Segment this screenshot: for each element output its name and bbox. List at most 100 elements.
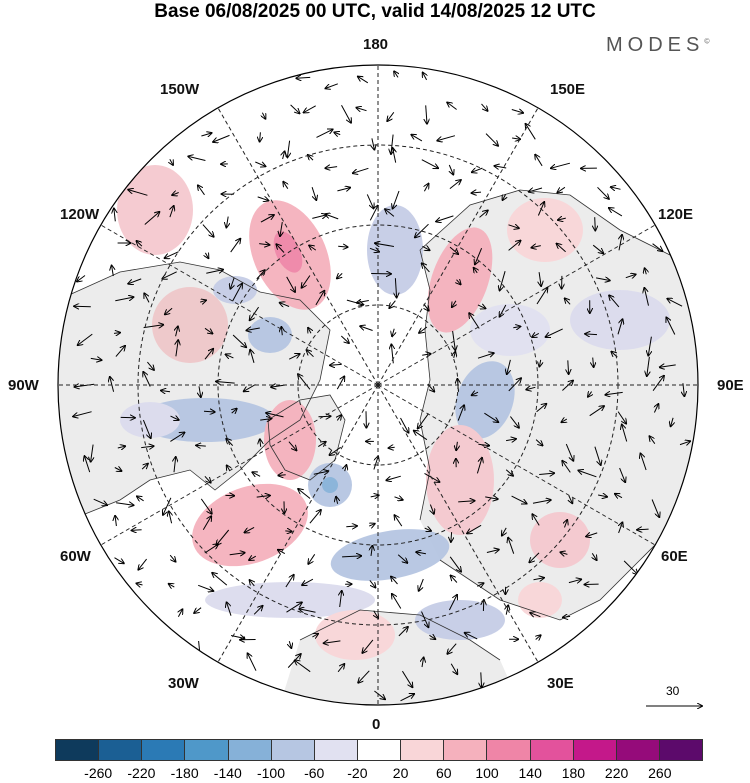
wind-vector [374, 690, 385, 699]
wind-vector [478, 444, 489, 445]
polar-map[interactable] [0, 0, 750, 730]
meridian-line [377, 107, 539, 386]
wind-vector [472, 192, 482, 193]
wind-vector [660, 365, 676, 367]
lon-label-0: 0 [372, 716, 381, 733]
colorbar-tick-label: -180 [170, 765, 199, 781]
wind-vector [585, 334, 598, 335]
colorbar-tick-label: 180 [561, 765, 586, 781]
wind-vector [226, 216, 228, 228]
wind-vector [477, 353, 494, 359]
wind-vector [510, 416, 519, 428]
reference-vector-label: 30 [666, 684, 680, 698]
wind-vector [451, 532, 452, 542]
wind-vector [342, 556, 361, 557]
wind-vector [137, 496, 144, 500]
wind-vector [393, 148, 396, 163]
colorbar-ticks: -260 -220 -180 -140 -100 -60 -20 20 60 100 140 180 2… [55, 765, 703, 783]
wind-vector [592, 553, 596, 560]
wind-vector [647, 356, 650, 376]
meridian-line [217, 384, 379, 663]
colorbar-tick-label: 60 [436, 765, 452, 781]
wind-vector [605, 392, 623, 394]
wind-vector [679, 441, 690, 444]
wind-vector [176, 340, 178, 357]
wind-vector [326, 83, 338, 89]
wind-vector [652, 243, 663, 251]
wind-vector [266, 413, 284, 418]
wind-vector [143, 325, 164, 328]
wind-vector [512, 138, 520, 139]
colorbar-swatch [401, 740, 445, 760]
colorbar-swatch [228, 740, 272, 760]
wind-vector [142, 419, 150, 438]
wind-vector [278, 475, 286, 476]
wind-vector [568, 360, 569, 374]
wind-vector [395, 278, 396, 297]
wind-vector [481, 103, 488, 111]
wind-vector [452, 300, 456, 307]
wind-vector [565, 443, 573, 461]
wind-vector [165, 307, 173, 314]
wind-vector [495, 166, 507, 168]
wind-vector [256, 270, 265, 280]
colorbar-swatch [142, 740, 186, 760]
wind-vector [532, 500, 551, 504]
wind-vector [593, 357, 594, 367]
wind-vector [419, 326, 428, 333]
wind-vector [325, 167, 338, 169]
wind-vector [110, 377, 115, 392]
wind-vector [260, 419, 271, 421]
wind-vector [398, 627, 408, 637]
wind-vector [650, 436, 656, 444]
wind-vector [362, 639, 374, 653]
wind-vector [112, 266, 114, 277]
wind-vector [683, 383, 685, 396]
wind-vector [144, 293, 150, 303]
wind-vector [90, 358, 102, 360]
wind-vector [226, 354, 234, 358]
wind-vector [353, 167, 369, 173]
wind-vector [357, 301, 369, 303]
colorbar-tick-label: -260 [84, 765, 113, 781]
wind-vector [401, 670, 412, 687]
wind-vector [230, 277, 234, 289]
wind-vector [178, 609, 182, 617]
wind-vector [529, 187, 543, 192]
wind-vector [486, 550, 499, 553]
wind-vector [138, 558, 147, 570]
wind-vector [172, 193, 179, 196]
wind-vector [199, 386, 201, 397]
wind-vector [257, 197, 269, 201]
lon-label-30e: 30E [547, 675, 574, 692]
wind-vector [568, 579, 581, 582]
wind-vector [337, 415, 341, 420]
wind-vector [295, 660, 311, 673]
wind-vector [114, 468, 122, 472]
wind-vector [400, 694, 415, 702]
wind-vector [337, 273, 342, 278]
meridian-line [100, 384, 379, 546]
colorbar-tick-label: 260 [648, 765, 672, 781]
wind-vector [73, 411, 92, 417]
map-title: Base 06/08/2025 00 UTC, valid 14/08/2025… [154, 1, 596, 22]
wind-vector [286, 602, 302, 613]
wind-vector [385, 209, 395, 217]
wind-vector [285, 531, 291, 532]
wind-vector [203, 411, 215, 412]
wind-vector [165, 251, 179, 258]
wind-vector [198, 185, 205, 196]
wind-vector [422, 263, 430, 273]
wind-vector [447, 643, 457, 654]
wind-vector [535, 439, 542, 446]
wind-vector [645, 268, 647, 275]
wind-vector [457, 280, 461, 285]
wind-vector [476, 458, 482, 474]
map-boundary [57, 64, 699, 706]
wind-vector [423, 73, 427, 81]
wind-vector [477, 305, 486, 309]
wind-vector [532, 514, 540, 526]
wind-vector [232, 284, 242, 302]
wind-vector [253, 606, 262, 615]
wind-vector [391, 344, 393, 364]
